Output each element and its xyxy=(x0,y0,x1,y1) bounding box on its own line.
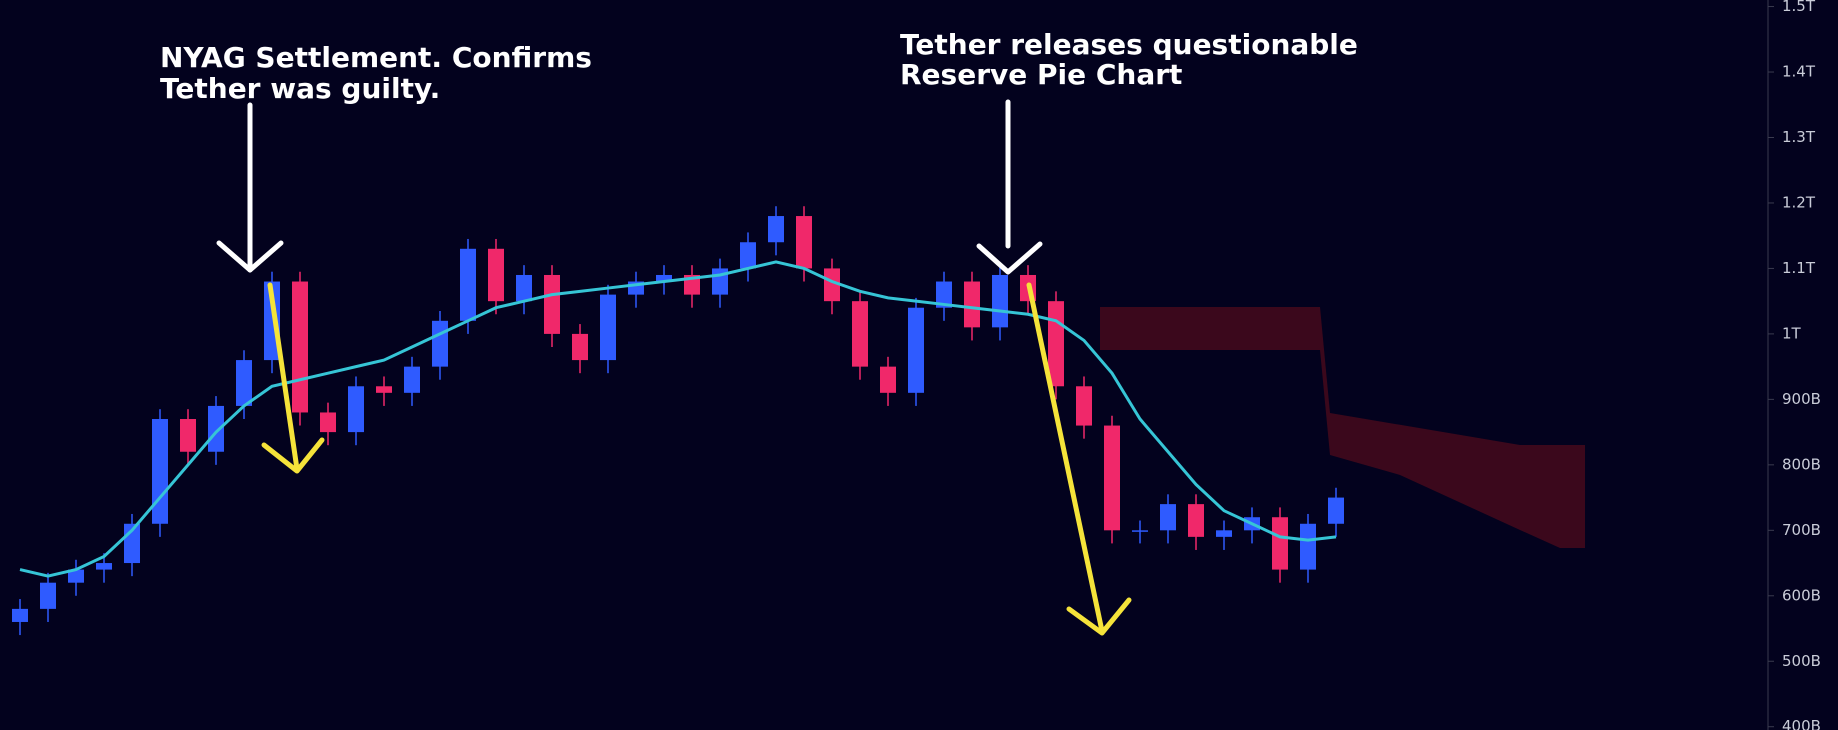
moving-average xyxy=(19,260,1337,578)
candle-body xyxy=(740,242,756,269)
candle-body xyxy=(1300,523,1316,570)
y-tick-label: 1.3T xyxy=(1782,128,1816,146)
arrow-head xyxy=(216,240,284,273)
candle-body xyxy=(992,274,1008,328)
candle-body xyxy=(376,386,392,393)
plot xyxy=(12,6,1774,728)
candle-body xyxy=(600,294,616,361)
candle-body xyxy=(516,274,532,302)
candle-body xyxy=(1272,517,1288,570)
y-tick-label: 1.4T xyxy=(1782,63,1816,81)
y-tick-label: 800B xyxy=(1782,455,1821,473)
y-tick-label: 500B xyxy=(1782,652,1821,670)
candle-body xyxy=(96,563,112,570)
y-tick-label: 1.5T xyxy=(1782,0,1816,15)
candle-body xyxy=(152,419,168,524)
candle-body xyxy=(824,268,840,302)
annotation: Tether was guilty. xyxy=(160,72,440,105)
annotation: Reserve Pie Chart xyxy=(900,58,1182,91)
candle-body xyxy=(1160,504,1176,531)
candle-body xyxy=(908,307,924,393)
annotation: NYAG Settlement. Confirms xyxy=(160,41,592,74)
candle-body xyxy=(236,360,252,406)
trend-arrow-head xyxy=(1066,597,1132,636)
arrows xyxy=(216,99,1132,636)
candle-body xyxy=(1328,497,1344,524)
candle-body xyxy=(488,248,504,302)
annotation: Tether releases questionable xyxy=(900,28,1358,61)
candle-body xyxy=(880,366,896,393)
candle-body xyxy=(852,301,868,367)
candle-body xyxy=(656,274,672,282)
candle-body xyxy=(180,419,196,452)
candle-body xyxy=(1076,386,1092,426)
candle-body xyxy=(1104,425,1120,531)
y-tick-label: 900B xyxy=(1782,390,1821,408)
arrow-head xyxy=(976,241,1043,275)
candle-body xyxy=(1216,530,1232,537)
y-tick-label: 1.2T xyxy=(1782,193,1816,211)
y-tick-label: 600B xyxy=(1782,586,1821,604)
candle-body xyxy=(460,248,476,321)
candle-body xyxy=(320,412,336,433)
candle-body xyxy=(208,405,224,452)
candle-body xyxy=(68,569,84,583)
trend-arrow xyxy=(267,282,300,472)
y-tick-label: 700B xyxy=(1782,521,1821,539)
candle-body xyxy=(1188,504,1204,537)
candle-body xyxy=(12,608,28,622)
candle-body xyxy=(432,320,448,367)
y-tick-label: 1.1T xyxy=(1782,259,1816,277)
candle-body xyxy=(404,366,420,393)
candle-body xyxy=(936,281,952,308)
candle-body xyxy=(1132,530,1148,532)
trend-arrow xyxy=(1026,282,1105,634)
candle-body xyxy=(964,281,980,328)
candle-body xyxy=(796,216,812,269)
cloud xyxy=(1100,307,1585,548)
y-tick-label: 1T xyxy=(1782,324,1802,342)
candle-body xyxy=(40,582,56,609)
candle-body xyxy=(1048,301,1064,387)
candle-body xyxy=(292,281,308,413)
y-tick-label: 400B xyxy=(1782,717,1821,730)
candle-body xyxy=(544,274,560,334)
candle-body xyxy=(348,386,364,433)
trend-arrow-head xyxy=(261,437,325,474)
candle-body xyxy=(768,216,784,243)
candle-body xyxy=(572,333,588,361)
